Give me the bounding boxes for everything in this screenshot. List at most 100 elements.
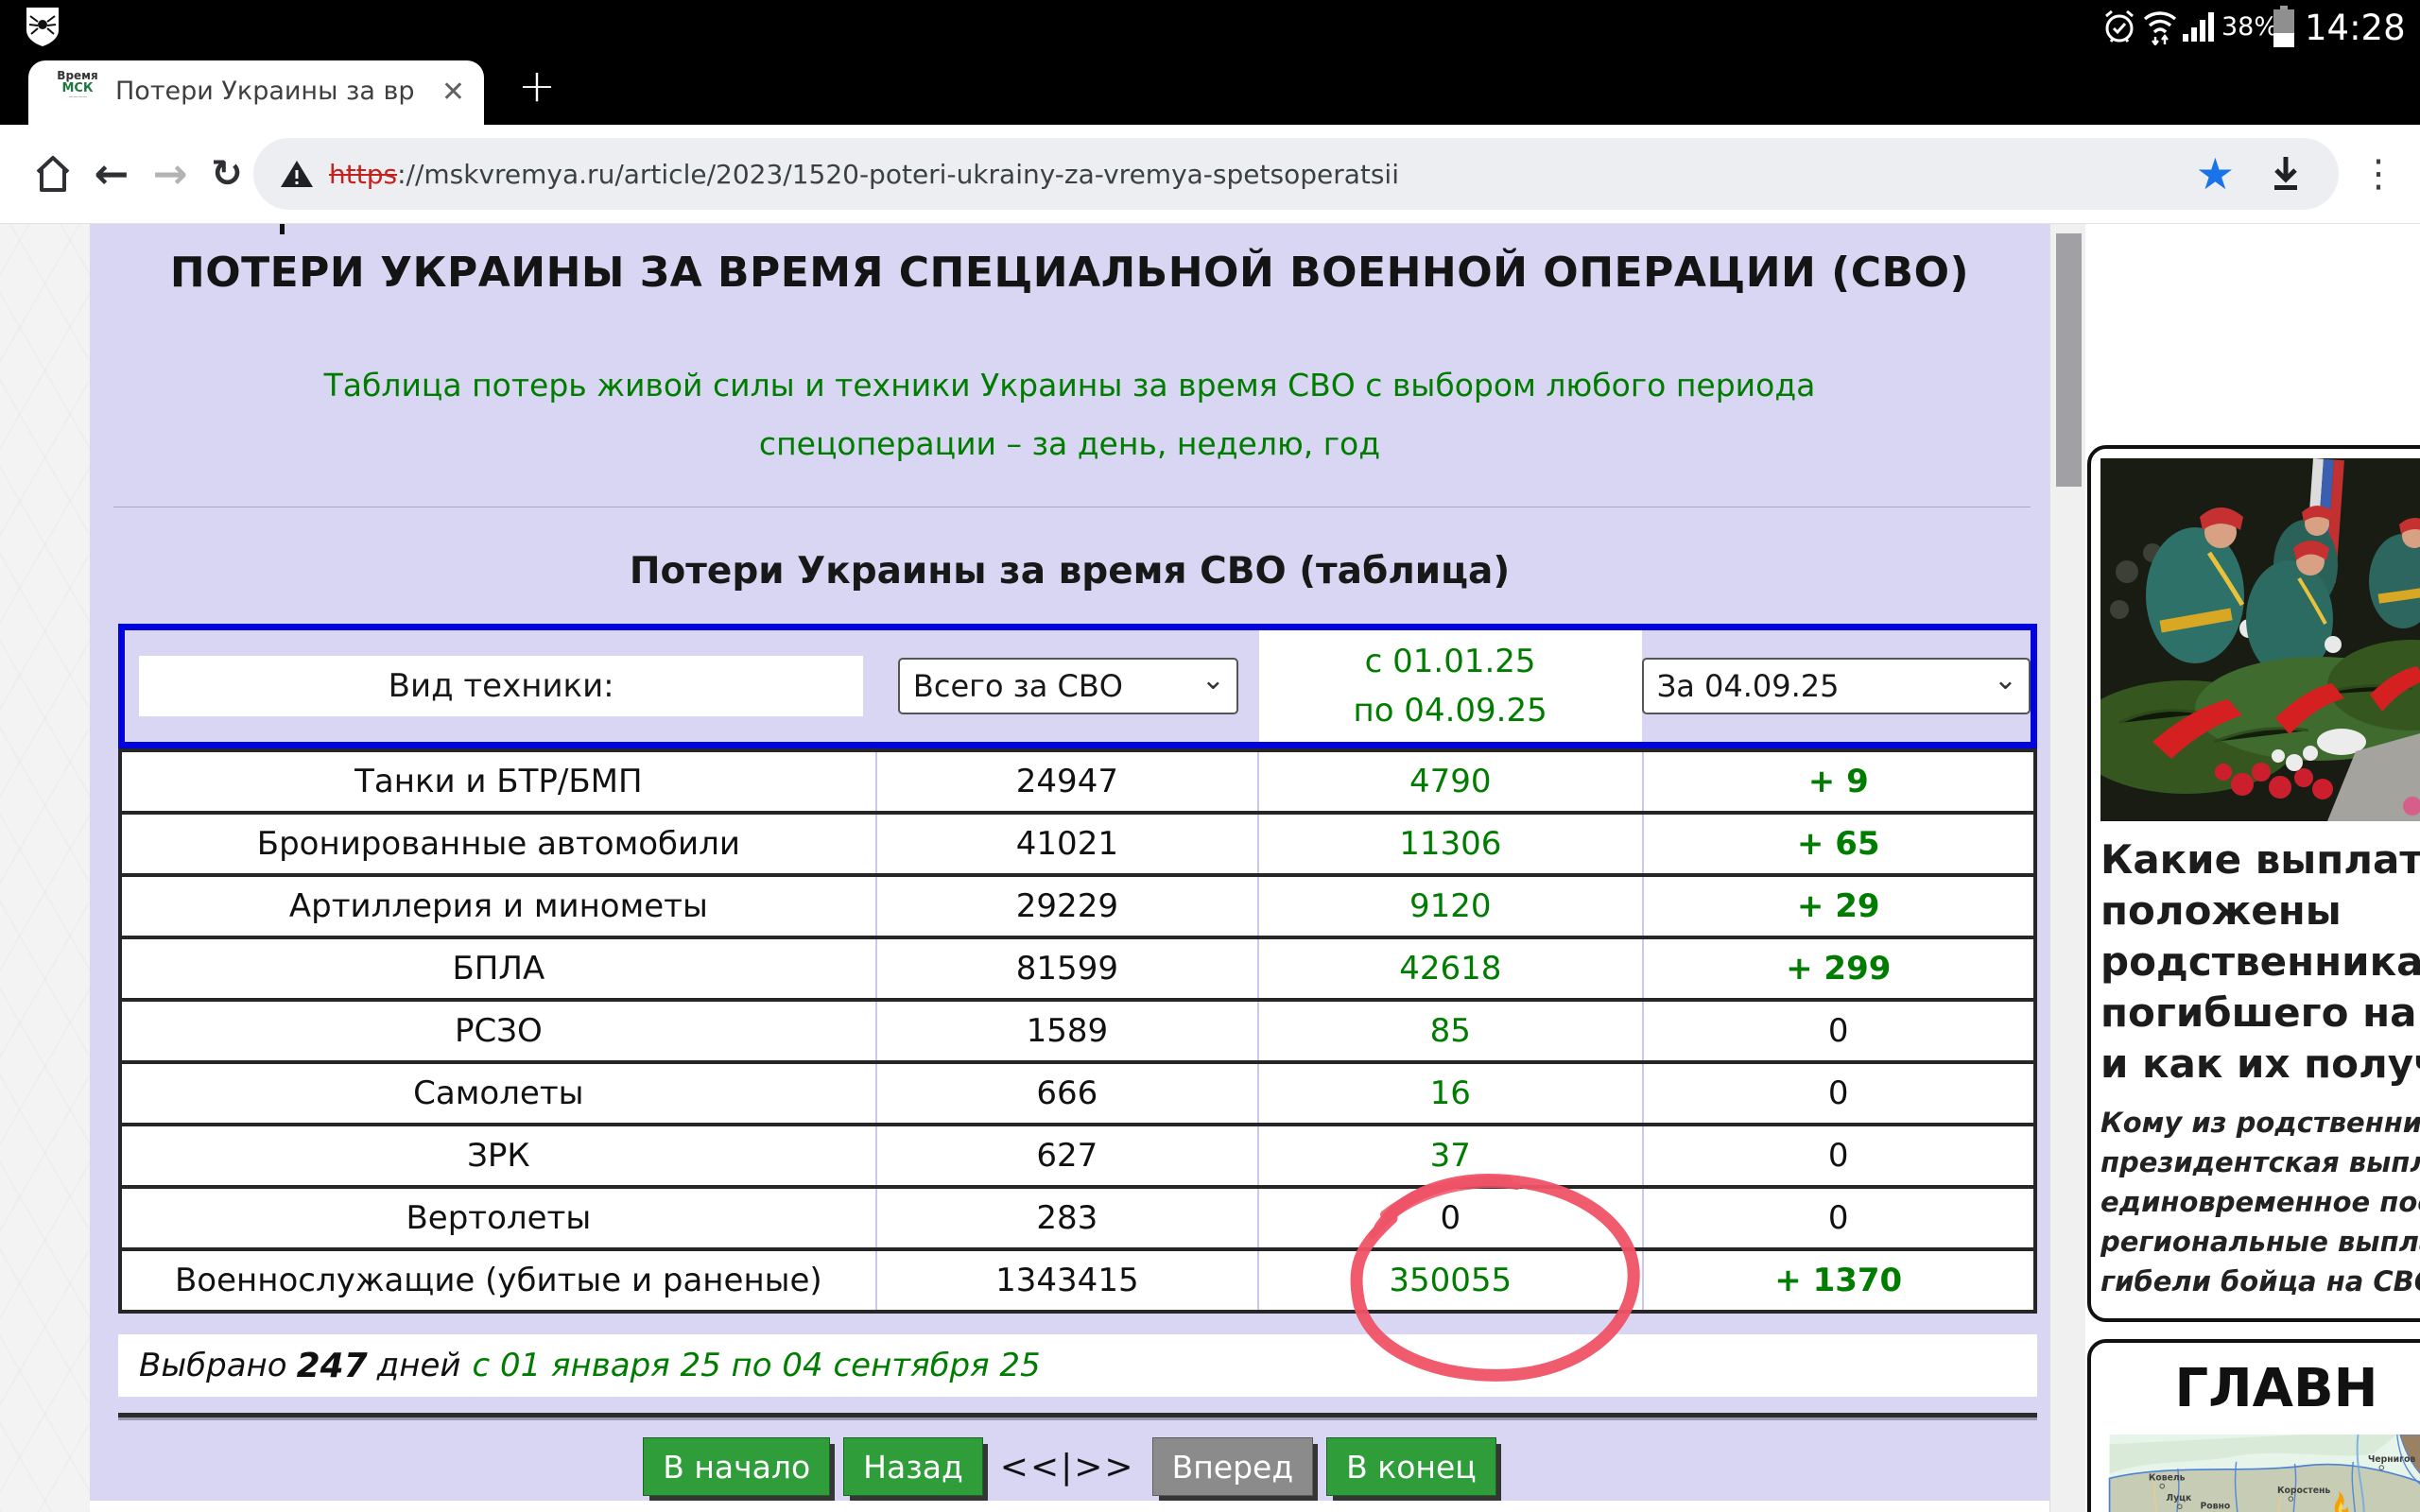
- map-city-label: Ровно: [2200, 1501, 2230, 1511]
- text-line: региональные выплат: [2100, 1226, 2420, 1258]
- tab-title: Потери Украины за время: [115, 77, 416, 106]
- browser-tab[interactable]: Время МСК ~~~~ Потери Украины за время ✕: [28, 60, 484, 125]
- table-row: Самолеты 666 16 0: [122, 1060, 2033, 1123]
- alarm-icon: [2105, 9, 2134, 43]
- cell-period-value: 9120: [1259, 877, 1644, 936]
- cell-daily-delta: 0: [1827, 1137, 1849, 1175]
- table-row: Бронированные автомобили 41021 11306 + 65: [122, 811, 2033, 873]
- next-button[interactable]: Вперед: [1151, 1437, 1314, 1496]
- memorial-photo: [2100, 458, 2420, 821]
- download-icon[interactable]: [2265, 153, 2307, 195]
- url-scheme: https: [329, 158, 398, 190]
- cell-daily-delta: + 1370: [1774, 1262, 1903, 1299]
- cell-period-value: 16: [1259, 1064, 1644, 1123]
- cell-equipment-name: Артиллерия и минометы: [122, 877, 877, 936]
- cell-total: 666: [877, 1064, 1260, 1123]
- not-secure-warning-icon: [281, 161, 313, 187]
- text-line: президентская выпла: [2100, 1146, 2420, 1178]
- map-city-label: Чернигов: [2368, 1454, 2416, 1465]
- scrollbar-thumb[interactable]: [2056, 233, 2082, 487]
- table-row: Артиллерия и минометы 29229 9120 + 29: [122, 873, 2033, 936]
- wreaths: [2100, 640, 2420, 821]
- url-bar[interactable]: https://mskvremya.ru/article/2023/1520-p…: [253, 138, 2339, 210]
- url-text: ://mskvremya.ru/article/2023/1520-poteri…: [397, 158, 1399, 190]
- cell-period-value: 4790: [1259, 752, 1644, 811]
- table-row: Танки и БТР/БМП 24947 4790 + 9: [122, 748, 2033, 811]
- cell-period-value: 37: [1259, 1126, 1644, 1185]
- related-article-headline[interactable]: Какие выплат положены родственника погибшег…: [2100, 834, 2420, 1090]
- back-icon[interactable]: ←: [94, 149, 130, 198]
- text-line: и как их получ: [2100, 1040, 2420, 1087]
- pager-separator: <<|>>: [999, 1447, 1135, 1486]
- day-select[interactable]: За 04.09.25 ⌄: [1641, 658, 2031, 714]
- cell-equipment-name: Танки и БТР/БМП: [122, 752, 877, 811]
- cell-total: 29229: [877, 877, 1260, 936]
- text-line: гибели бойца на СВО: [2100, 1265, 2420, 1297]
- cell-equipment-name: Бронированные автомобили: [122, 815, 877, 873]
- table-row: РСЗО 1589 85 0: [122, 998, 2033, 1060]
- related-article-card[interactable]: Какие выплат положены родственника погибшег…: [2087, 445, 2420, 1322]
- cell-total: 24947: [877, 752, 1260, 811]
- selected-period-summary: Выбрано 247 дней с 01 января 25 по 04 се…: [118, 1334, 2037, 1397]
- cell-equipment-name: Самолеты: [122, 1064, 877, 1123]
- battery-percent: 38%: [2221, 12, 2279, 42]
- article-title: ПОТЕРИ УКРАИНЫ ЗА ВРЕМЯ СПЕЦИАЛЬНОЙ ВОЕН…: [169, 249, 1970, 297]
- period-select[interactable]: Всего за СВО ⌄: [897, 658, 1238, 714]
- map-city-label: Ковель: [2149, 1472, 2186, 1483]
- reload-icon[interactable]: ↻: [211, 152, 243, 196]
- related-article-summary: Кому из родственнико президентская выпла е…: [2100, 1103, 2420, 1301]
- cell-period-value: 11306: [1259, 815, 1644, 873]
- cell-daily-delta: + 299: [1786, 950, 1892, 988]
- article-scrollbar[interactable]: [2049, 224, 2085, 1512]
- cell-equipment-name: БПЛА: [122, 939, 877, 998]
- filter-label-cell: Вид техники:: [125, 630, 877, 742]
- cell-period-value: 0: [1259, 1189, 1644, 1247]
- hotspot-flame-icon: [2334, 1490, 2349, 1512]
- tab-close-icon[interactable]: ✕: [441, 76, 465, 109]
- cell-total: 81599: [877, 939, 1260, 998]
- cell-total: 283: [877, 1189, 1260, 1247]
- cell-period-value: 42618: [1259, 939, 1644, 998]
- text-line: погибшего на: [2100, 989, 2417, 1036]
- map-city-label: Луцк: [2166, 1493, 2192, 1503]
- map-city-label: Коростень: [2277, 1486, 2330, 1496]
- bookmark-star-icon[interactable]: ★: [2195, 148, 2235, 199]
- new-tab-icon[interactable]: +: [517, 60, 557, 112]
- filter-row: Вид техники: Всего за СВО ⌄ с 01.01.25 п…: [118, 624, 2037, 748]
- overflow-menu-icon[interactable]: ⋮: [2360, 152, 2397, 196]
- cell-daily-delta: + 29: [1796, 887, 1880, 925]
- cell-total: 627: [877, 1126, 1260, 1185]
- pagination: В начало Назад <<|>> Вперед В конец: [90, 1434, 2049, 1500]
- text-line: Какие выплат: [2100, 836, 2420, 883]
- wifi-icon: [2143, 11, 2177, 45]
- main-news-card[interactable]: ГЛАВН: [2087, 1339, 2420, 1512]
- cell-total: 1343415: [877, 1251, 1260, 1310]
- table-row: ЗРК 627 37 0: [122, 1123, 2033, 1185]
- signal-icon: [2183, 12, 2214, 42]
- first-button[interactable]: В начало: [643, 1437, 831, 1496]
- prev-button[interactable]: Назад: [843, 1437, 983, 1496]
- cell-equipment-name: Военнослужащие (убитые и раненые): [122, 1251, 877, 1310]
- text-line: родственника: [2100, 938, 2420, 985]
- last-button[interactable]: В конец: [1326, 1437, 1496, 1496]
- main-section-heading: ГЛАВН: [2174, 1358, 2378, 1419]
- frontline-map[interactable]: КовельЛуцкРовноЛьвовТернопольХмельницкий…: [2100, 1434, 2420, 1512]
- article-panel: ПОТЕРИ УКРАИНЫ ЗА ВРЕМЯ СПЕЦИАЛЬНОЙ ВОЕН…: [90, 224, 2049, 1501]
- losses-table: Танки и БТР/БМП 24947 4790 + 9 Бронированные…: [118, 748, 2037, 1314]
- chevron-down-icon: ⌄: [1201, 663, 1225, 696]
- cell-equipment-name: ЗРК: [122, 1126, 877, 1185]
- cell-daily-delta: 0: [1827, 1074, 1849, 1112]
- cell-total: 41021: [877, 815, 1260, 873]
- equipment-type-label: Вид техники:: [138, 656, 864, 716]
- honor-guard-figures: [2146, 506, 2420, 678]
- battery-icon: [2273, 6, 2294, 47]
- chevron-down-icon: ⌄: [1993, 663, 2017, 696]
- android-status-bar: 38% 14:28: [0, 0, 2420, 53]
- cell-equipment-name: РСЗО: [122, 1002, 877, 1060]
- date-range-cell: с 01.01.25 по 04.09.25: [1258, 630, 1642, 742]
- cell-daily-delta: 0: [1827, 1012, 1849, 1050]
- panel-bottom-gap: [90, 1501, 2049, 1512]
- home-icon[interactable]: [23, 125, 83, 223]
- article-subtitle: Таблица потерь живой силы и техники Укра…: [323, 367, 1816, 462]
- date-to: по 04.09.25: [1353, 692, 1547, 730]
